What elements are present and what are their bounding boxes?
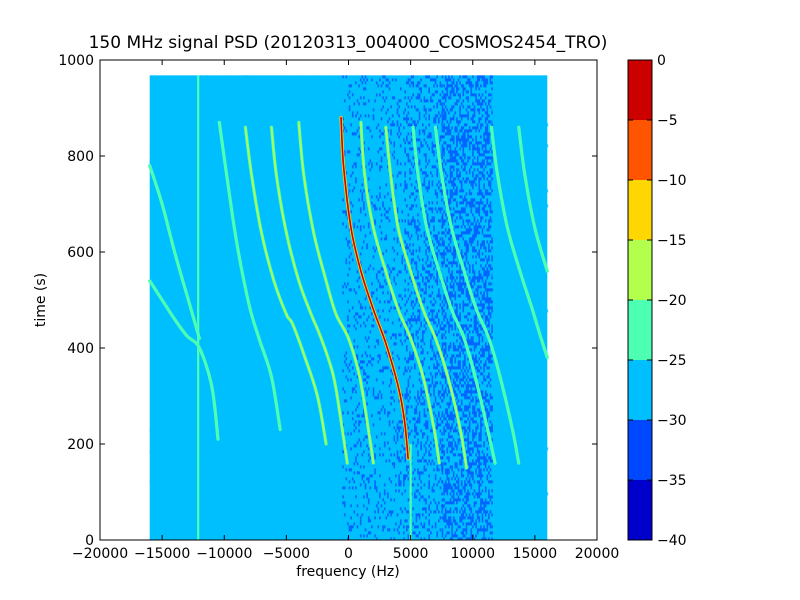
noise-band xyxy=(342,75,405,541)
colorbar-bin xyxy=(628,420,652,480)
signal-track xyxy=(412,126,496,464)
signal-track xyxy=(490,126,549,359)
colorbar-tick-label: −5 xyxy=(657,113,678,129)
colorbar-tick-label: −20 xyxy=(657,293,687,309)
signal-track xyxy=(434,126,520,464)
x-axis: −20000 −15000 −10000 −5000 0 5000 10000 15000 20… xyxy=(72,60,619,562)
colorbar-tick-label: −10 xyxy=(657,173,687,189)
signal-track xyxy=(340,116,409,460)
y-tick-label: 200 xyxy=(67,437,94,453)
colorbar-tick-label: −30 xyxy=(657,413,687,429)
y-tick-label: 800 xyxy=(67,149,94,165)
x-tick-label: 5000 xyxy=(393,546,429,562)
chart-title: 150 MHz signal PSD (20120313_004000_COSM… xyxy=(89,33,608,53)
colorbar-bin xyxy=(628,240,652,300)
colorbar-bin xyxy=(628,180,652,240)
signal-track xyxy=(517,126,549,272)
noise-band xyxy=(491,75,517,541)
noise-band xyxy=(149,81,195,541)
y-axis: 0 200 400 600 800 1000 xyxy=(58,53,597,549)
colorbar-bin xyxy=(628,60,652,120)
x-axis-label: frequency (Hz) xyxy=(296,564,399,580)
signal-track xyxy=(148,280,219,440)
x-tick-label: 15000 xyxy=(513,546,558,562)
colorbar-tick-label: −15 xyxy=(657,233,687,249)
colorbar-bin xyxy=(628,120,652,180)
colorbar-tick-label: −35 xyxy=(657,473,687,489)
noise-band xyxy=(441,75,493,541)
colorbar-tick-label: −40 xyxy=(657,533,687,549)
colorbar-tick-label: 0 xyxy=(657,53,666,69)
signal-track xyxy=(385,126,468,469)
signal-track xyxy=(270,126,349,464)
colorbar-bin xyxy=(628,300,652,360)
x-tick-label: −20000 xyxy=(72,546,128,562)
colorbar-bin xyxy=(628,480,652,540)
x-tick-label: 20000 xyxy=(575,546,620,562)
y-tick-label: 0 xyxy=(85,533,94,549)
colorbar-tick-label: −25 xyxy=(657,353,687,369)
x-tick-label: −15000 xyxy=(134,546,190,562)
y-tick-label: 400 xyxy=(67,341,94,357)
colorbar-bin xyxy=(628,360,652,420)
y-tick-label: 600 xyxy=(67,245,94,261)
signal-track xyxy=(244,126,327,445)
x-tick-label: −10000 xyxy=(196,546,252,562)
signal-track xyxy=(148,164,201,340)
colorbar: 0 −5 −10 −15 −20 −25 −30 −35 −40 xyxy=(627,53,687,549)
signal-track xyxy=(360,121,440,464)
signal-track xyxy=(218,121,281,431)
x-tick-label: 0 xyxy=(344,546,353,562)
plot-area xyxy=(99,59,598,541)
signal-track xyxy=(298,121,375,464)
x-tick-label: 10000 xyxy=(450,546,495,562)
y-tick-label: 1000 xyxy=(58,53,94,69)
x-tick-label: −5000 xyxy=(263,546,310,562)
y-axis-label: time (s) xyxy=(33,273,49,327)
